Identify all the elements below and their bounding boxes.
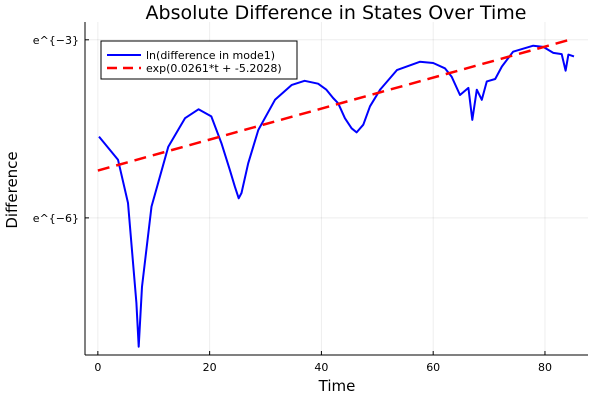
x-tick-label: 40 xyxy=(314,361,328,374)
x-tick-label: 60 xyxy=(426,361,440,374)
y-tick-label: e^{−6} xyxy=(33,212,79,225)
legend-box xyxy=(100,40,298,80)
x-tick-label: 80 xyxy=(538,361,552,374)
legend: ln(difference in mode1) exp(0.0261*t + -… xyxy=(100,40,298,80)
series-layer xyxy=(97,37,575,348)
chart-title: Absolute Difference in States Over Time xyxy=(146,2,527,24)
legend-label-2: exp(0.0261*t + -5.2028) xyxy=(146,62,282,75)
series-line-difference xyxy=(98,44,575,348)
y-axis-label: Difference xyxy=(3,151,21,228)
x-axis-label: Time xyxy=(318,377,356,395)
series-line-exp-fit xyxy=(97,37,574,172)
legend-label-1: ln(difference in mode1) xyxy=(146,49,275,62)
ticks: 0 20 40 60 80 e^{−6} e^{−3} xyxy=(33,34,552,374)
y-tick-label: e^{−3} xyxy=(33,34,79,47)
x-tick-label: 0 xyxy=(94,361,101,374)
x-tick-label: 20 xyxy=(203,361,217,374)
